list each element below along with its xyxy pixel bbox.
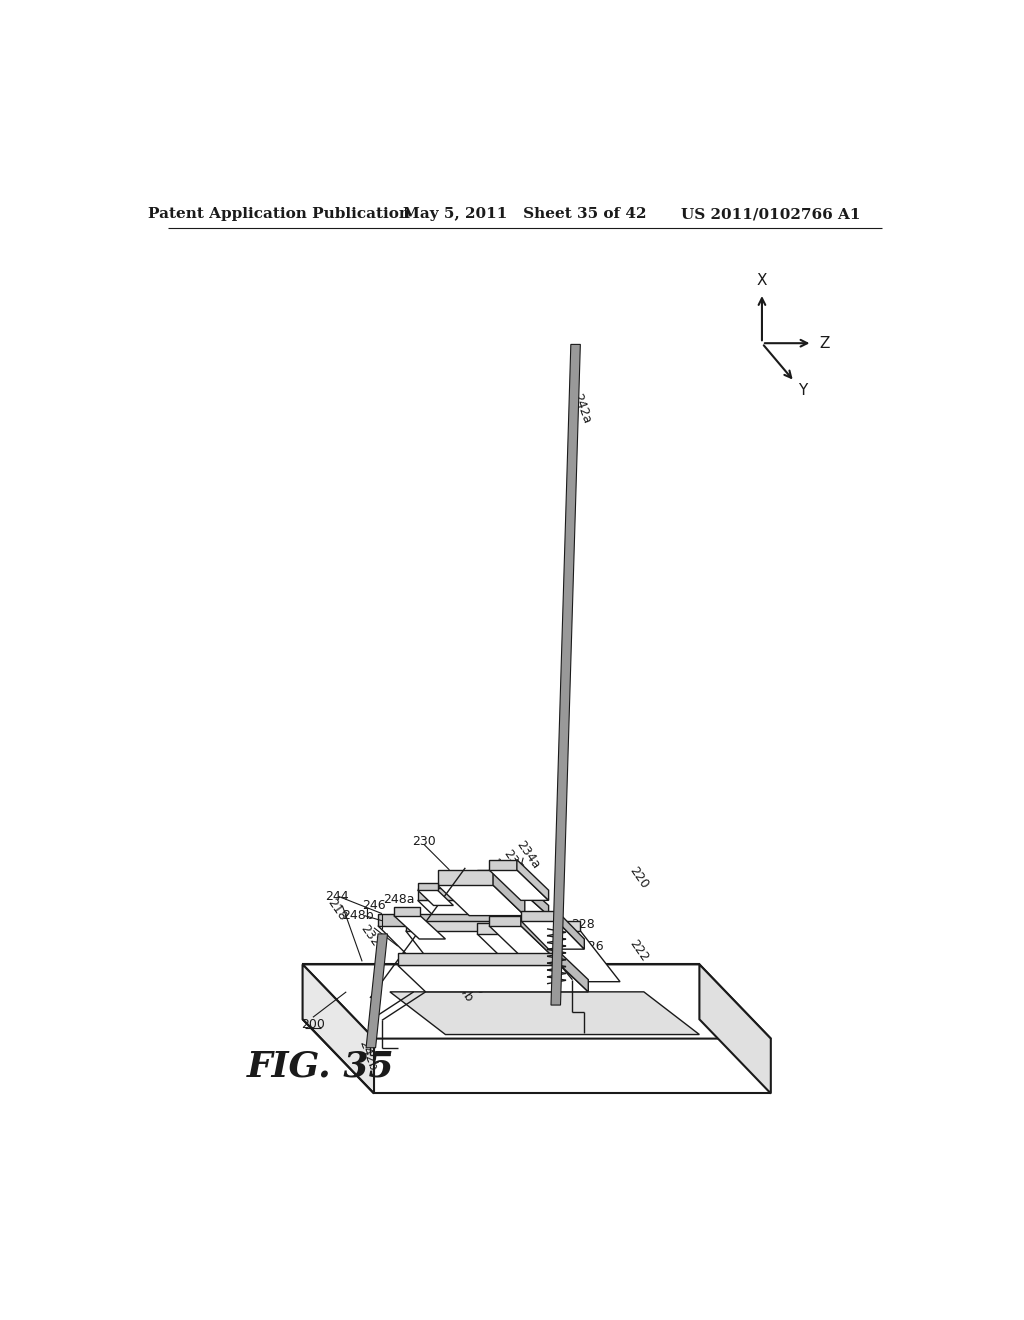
Polygon shape (699, 965, 771, 1093)
Text: 248b: 248b (342, 909, 374, 923)
Text: 236a: 236a (501, 847, 529, 880)
Polygon shape (509, 870, 549, 916)
Polygon shape (551, 345, 581, 1005)
Polygon shape (418, 890, 454, 906)
Text: 200: 200 (301, 1018, 325, 1031)
Polygon shape (397, 965, 588, 991)
Polygon shape (378, 925, 560, 961)
Text: 234a: 234a (514, 838, 543, 873)
Text: 236b: 236b (459, 964, 487, 997)
Polygon shape (524, 913, 560, 961)
Polygon shape (394, 916, 445, 939)
Polygon shape (477, 870, 509, 880)
Text: 222: 222 (627, 937, 651, 964)
Polygon shape (517, 923, 553, 969)
Polygon shape (560, 953, 588, 991)
Text: 232: 232 (357, 923, 382, 949)
Polygon shape (303, 965, 771, 1039)
Text: X: X (757, 273, 767, 288)
Text: 246: 246 (362, 899, 386, 912)
Polygon shape (437, 870, 494, 886)
Text: 242b: 242b (356, 1039, 380, 1072)
Polygon shape (418, 883, 437, 890)
Polygon shape (418, 888, 489, 900)
Polygon shape (489, 916, 521, 925)
Polygon shape (521, 921, 585, 949)
Text: 244: 244 (325, 890, 348, 903)
Polygon shape (477, 923, 517, 935)
Polygon shape (394, 907, 420, 916)
Text: May 5, 2011   Sheet 35 of 42: May 5, 2011 Sheet 35 of 42 (403, 207, 646, 222)
Polygon shape (303, 965, 374, 1093)
Polygon shape (418, 900, 524, 935)
Polygon shape (489, 925, 553, 956)
Text: 238a: 238a (487, 855, 516, 890)
Text: Y: Y (798, 383, 807, 399)
Polygon shape (521, 911, 557, 921)
Polygon shape (489, 859, 517, 870)
Text: 248a: 248a (383, 892, 415, 906)
Polygon shape (406, 931, 620, 982)
Polygon shape (378, 913, 524, 925)
Polygon shape (367, 935, 387, 1048)
Polygon shape (397, 953, 560, 965)
Text: Z: Z (819, 335, 829, 351)
Text: 242a: 242a (570, 392, 593, 426)
Text: Patent Application Publication: Patent Application Publication (147, 207, 410, 222)
Polygon shape (521, 916, 553, 956)
Text: FIG. 35: FIG. 35 (247, 1049, 394, 1082)
Text: 226: 226 (581, 940, 604, 953)
Text: 220: 220 (627, 865, 651, 891)
Polygon shape (406, 921, 581, 931)
Polygon shape (437, 886, 524, 916)
Polygon shape (517, 859, 549, 900)
Text: US 2011/0102766 A1: US 2011/0102766 A1 (681, 207, 860, 222)
Polygon shape (303, 965, 699, 1019)
Polygon shape (390, 991, 699, 1035)
Text: 218: 218 (325, 896, 349, 924)
Text: 228: 228 (570, 919, 595, 932)
Polygon shape (557, 911, 585, 949)
Text: 234b: 234b (446, 970, 475, 1005)
Polygon shape (494, 870, 524, 916)
Text: 230: 230 (412, 836, 436, 847)
Polygon shape (489, 888, 524, 935)
Polygon shape (477, 935, 553, 969)
Polygon shape (489, 870, 549, 900)
Polygon shape (477, 880, 549, 916)
Text: 238b: 238b (471, 956, 500, 989)
